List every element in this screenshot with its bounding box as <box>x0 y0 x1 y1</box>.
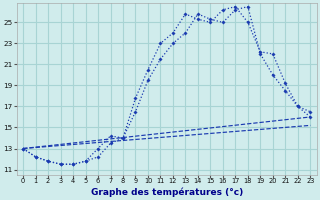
X-axis label: Graphe des températures (°c): Graphe des températures (°c) <box>91 187 243 197</box>
